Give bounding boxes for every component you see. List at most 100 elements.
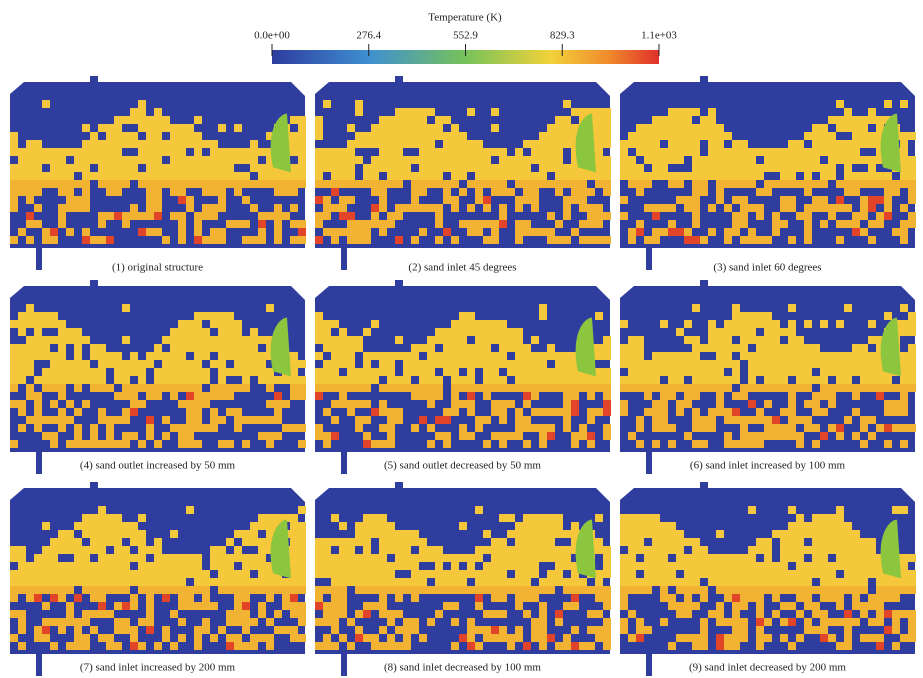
cell bbox=[26, 368, 34, 376]
cell bbox=[315, 220, 323, 228]
cell bbox=[290, 368, 298, 376]
cell bbox=[186, 360, 194, 368]
cell bbox=[828, 368, 836, 376]
cell bbox=[347, 618, 355, 626]
cell bbox=[459, 522, 467, 530]
cell bbox=[852, 156, 860, 164]
cell bbox=[379, 530, 387, 538]
cell bbox=[427, 360, 435, 368]
cell bbox=[130, 578, 138, 586]
cell bbox=[531, 228, 539, 236]
cell bbox=[772, 344, 780, 352]
cell bbox=[812, 610, 820, 618]
cell bbox=[226, 554, 234, 562]
cell bbox=[290, 236, 298, 244]
cell bbox=[804, 594, 812, 602]
cell bbox=[282, 180, 290, 188]
cell bbox=[186, 602, 194, 610]
cell bbox=[523, 522, 531, 530]
cell bbox=[892, 642, 900, 650]
cell bbox=[644, 554, 652, 562]
cell bbox=[379, 148, 387, 156]
cell bbox=[355, 108, 363, 116]
cell bbox=[820, 618, 828, 626]
cell bbox=[724, 148, 732, 156]
cell bbox=[595, 626, 603, 634]
cell bbox=[363, 180, 371, 188]
cell bbox=[250, 586, 258, 594]
cell bbox=[210, 336, 218, 344]
cell bbox=[628, 634, 636, 642]
cell bbox=[443, 408, 451, 416]
cell bbox=[363, 530, 371, 538]
cell bbox=[868, 336, 876, 344]
cell bbox=[539, 514, 547, 522]
cell bbox=[194, 642, 202, 650]
cell bbox=[844, 156, 852, 164]
cell bbox=[403, 634, 411, 642]
cell bbox=[603, 180, 611, 188]
cell bbox=[427, 400, 435, 408]
cell bbox=[700, 424, 708, 432]
cell bbox=[748, 336, 756, 344]
cell bbox=[804, 376, 812, 384]
cell bbox=[595, 408, 603, 416]
cell bbox=[146, 148, 154, 156]
cell bbox=[331, 172, 339, 180]
cell bbox=[443, 578, 451, 586]
cell bbox=[724, 132, 732, 140]
cell bbox=[660, 132, 668, 140]
cell bbox=[411, 140, 419, 148]
cell bbox=[780, 586, 788, 594]
cell bbox=[876, 594, 884, 602]
cell bbox=[178, 578, 186, 586]
cell bbox=[764, 312, 772, 320]
cell bbox=[636, 514, 644, 522]
cell bbox=[258, 602, 266, 610]
cell bbox=[571, 228, 579, 236]
cell bbox=[764, 360, 772, 368]
cell bbox=[676, 140, 684, 148]
cell bbox=[226, 570, 234, 578]
cell bbox=[427, 140, 435, 148]
cell bbox=[555, 610, 563, 618]
cell bbox=[547, 352, 555, 360]
cell bbox=[315, 642, 323, 650]
cell bbox=[355, 610, 363, 618]
cell bbox=[363, 384, 371, 392]
cell bbox=[756, 546, 764, 554]
cell bbox=[475, 140, 483, 148]
cell bbox=[387, 180, 395, 188]
cell bbox=[828, 352, 836, 360]
cell bbox=[475, 578, 483, 586]
cell bbox=[908, 626, 916, 634]
cell bbox=[355, 530, 363, 538]
cell bbox=[371, 642, 379, 650]
cell bbox=[42, 312, 50, 320]
cell bbox=[459, 320, 467, 328]
cell bbox=[379, 578, 387, 586]
cell bbox=[804, 148, 812, 156]
cell bbox=[684, 400, 692, 408]
cell bbox=[820, 522, 828, 530]
cell bbox=[491, 220, 499, 228]
cell bbox=[483, 586, 491, 594]
cell bbox=[90, 344, 98, 352]
cell bbox=[628, 236, 636, 244]
cell bbox=[547, 408, 555, 416]
cell bbox=[371, 368, 379, 376]
cell bbox=[427, 570, 435, 578]
cell bbox=[884, 188, 892, 196]
cell bbox=[331, 180, 339, 188]
cell bbox=[210, 228, 218, 236]
cell bbox=[42, 180, 50, 188]
cell bbox=[114, 626, 122, 634]
cell bbox=[258, 538, 266, 546]
cell bbox=[74, 336, 82, 344]
cell bbox=[756, 408, 764, 416]
cell bbox=[563, 554, 571, 562]
cell bbox=[499, 360, 507, 368]
cell bbox=[860, 196, 868, 204]
cell bbox=[812, 522, 820, 530]
cell bbox=[154, 562, 162, 570]
